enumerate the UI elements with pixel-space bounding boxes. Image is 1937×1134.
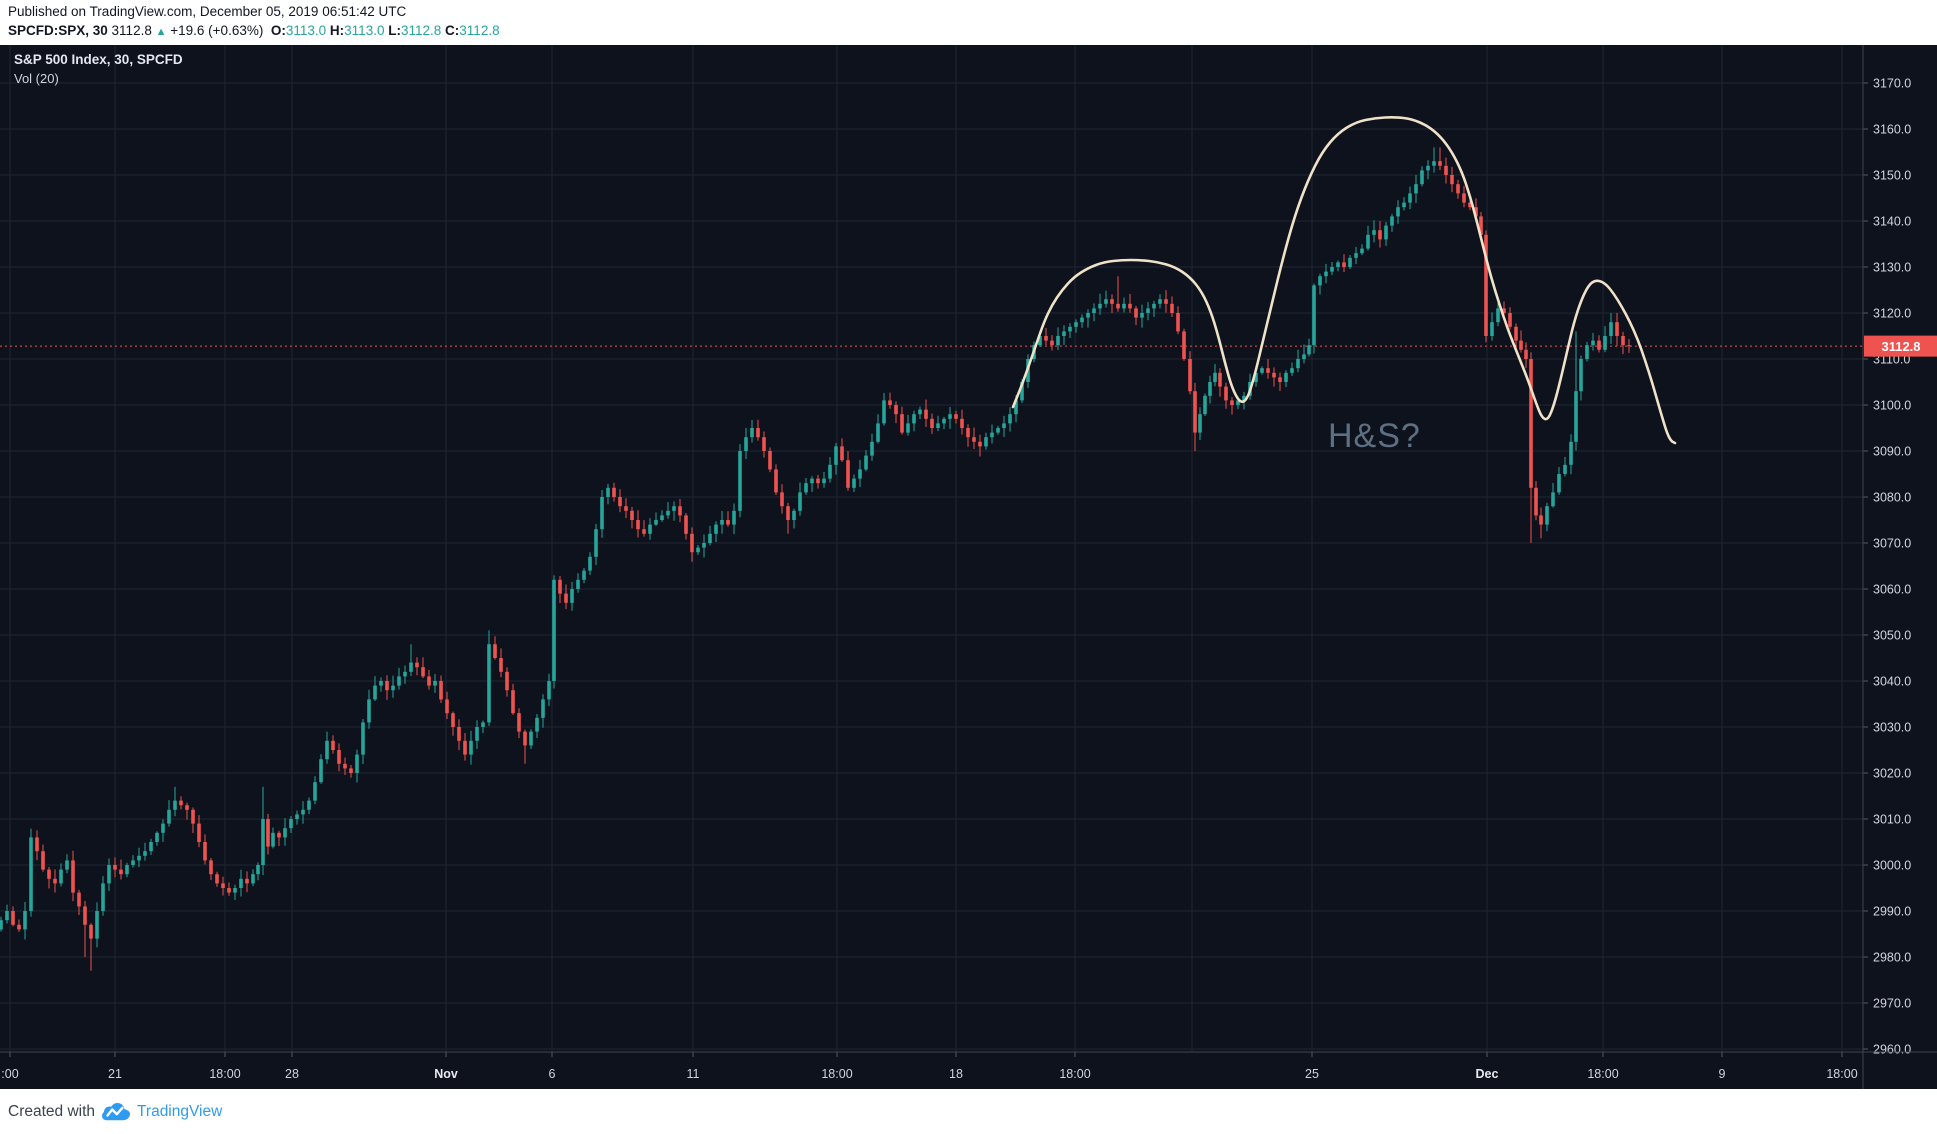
svg-text:18:00: 18:00 [1826, 1067, 1857, 1081]
close-label: C: [445, 23, 460, 38]
svg-text:Nov: Nov [434, 1067, 458, 1081]
svg-text:2990.0: 2990.0 [1873, 905, 1911, 919]
chart-area[interactable]: 3170.0 3160.0 3150.0 3140.0 3130.0 3120.0 3110… [0, 45, 1937, 1089]
svg-text:18: 18 [949, 1067, 963, 1081]
svg-text:28: 28 [285, 1067, 299, 1081]
symbol-last-price: 3112.8 [111, 23, 152, 38]
svg-text:3150.0: 3150.0 [1873, 169, 1911, 183]
svg-text::00: :00 [1, 1067, 18, 1081]
open-value: 3113.0 [285, 23, 327, 38]
symbol-name: SPCFD:SPX, 30 [8, 23, 108, 38]
published-line: Published on TradingView.com, December 0… [8, 4, 407, 19]
svg-text:3140.0: 3140.0 [1873, 215, 1911, 229]
svg-text:Dec: Dec [1476, 1067, 1499, 1081]
header-bar: Published on TradingView.com, December 0… [0, 0, 1937, 45]
chart-svg[interactable]: 3170.03160.03150.03140.03130.03120.03110… [0, 45, 1937, 1089]
svg-text:3030.0: 3030.0 [1873, 721, 1911, 735]
footer-bar: Created with TradingView [0, 1089, 1937, 1134]
svg-text:6: 6 [549, 1067, 556, 1081]
up-triangle-icon: ▲ [155, 26, 167, 38]
svg-text:3170.0: 3170.0 [1873, 77, 1911, 91]
low-value: 3112.8 [400, 23, 442, 38]
open-label: O: [270, 23, 286, 38]
svg-text:2960.0: 2960.0 [1873, 1043, 1911, 1057]
symbol-status-line: SPCFD:SPX, 30 3112.8 ▲ +19.6 (+0.63%) O:… [8, 23, 500, 38]
svg-text:3070.0: 3070.0 [1873, 537, 1911, 551]
svg-text:3160.0: 3160.0 [1873, 123, 1911, 137]
svg-text:11: 11 [687, 1067, 700, 1081]
chart-legend-title: S&P 500 Index, 30, SPCFD [14, 52, 183, 67]
svg-text:18:00: 18:00 [1587, 1067, 1618, 1081]
svg-text:3080.0: 3080.0 [1873, 491, 1911, 505]
high-value: 3113.0 [344, 23, 385, 38]
svg-text:18:00: 18:00 [1059, 1067, 1090, 1081]
svg-text:18:00: 18:00 [821, 1067, 852, 1081]
svg-text:25: 25 [1305, 1067, 1319, 1081]
svg-text:3100.0: 3100.0 [1873, 399, 1911, 413]
created-with-label: Created with [8, 1103, 96, 1120]
svg-text:3060.0: 3060.0 [1873, 583, 1911, 597]
chart-legend-volume: Vol (20) [14, 71, 59, 86]
svg-text:3130.0: 3130.0 [1873, 261, 1911, 275]
svg-text:9: 9 [1719, 1067, 1726, 1081]
hs-annotation-text: H&S? [1328, 417, 1421, 455]
svg-text:2980.0: 2980.0 [1873, 951, 1911, 965]
time-axis[interactable]: :00 21 18:00 28 Nov 6 11 18:00 18 18:00 25 Dec 18:00… [1, 1052, 1858, 1081]
tradingview-logo-icon[interactable] [102, 1103, 131, 1121]
hs-curve-drawing [1011, 116, 1677, 445]
symbol-change: +19.6 (+0.63%) [170, 23, 264, 38]
low-label: L: [388, 23, 401, 38]
svg-text:18:00: 18:00 [209, 1067, 240, 1081]
gridlines [0, 45, 1863, 1052]
svg-text:3090.0: 3090.0 [1873, 445, 1911, 459]
svg-text:2970.0: 2970.0 [1873, 997, 1911, 1011]
svg-text:3040.0: 3040.0 [1873, 675, 1911, 689]
price-axis[interactable]: 3170.03160.03150.03140.03130.03120.03110… [1863, 77, 1911, 1057]
high-label: H: [329, 23, 345, 38]
svg-text:3020.0: 3020.0 [1873, 767, 1911, 781]
candlestick-series [0, 147, 1631, 971]
svg-text:3120.0: 3120.0 [1873, 307, 1911, 321]
svg-text:3010.0: 3010.0 [1873, 813, 1911, 827]
svg-text:3000.0: 3000.0 [1873, 859, 1911, 873]
last-price-tag: 3112.8 [1864, 335, 1937, 357]
svg-text:3050.0: 3050.0 [1873, 629, 1911, 643]
close-value: 3112.8 [459, 23, 500, 38]
svg-text:3112.8: 3112.8 [1881, 339, 1920, 354]
svg-text:21: 21 [108, 1067, 122, 1081]
tradingview-brand-link[interactable]: TradingView [137, 1103, 223, 1120]
